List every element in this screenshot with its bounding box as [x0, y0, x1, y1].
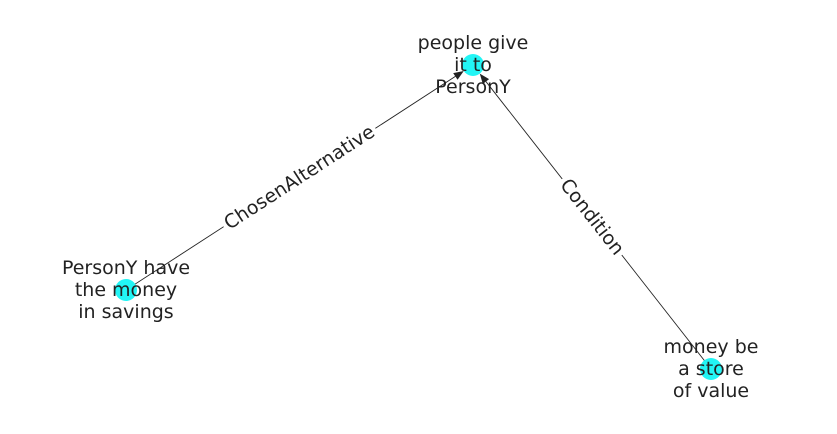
- node-label-line: a store: [678, 358, 744, 380]
- edges-layer: [125, 70, 712, 370]
- node-label-line: PersonY have: [62, 257, 190, 279]
- node-label-people_give: people give it to PersonY: [418, 32, 529, 98]
- node-label-line: in savings: [78, 301, 173, 323]
- node-label-line: PersonY: [435, 76, 511, 98]
- edge-label-text: Condition: [555, 175, 628, 260]
- node-label-line: people give: [418, 32, 529, 54]
- node-money_store: [700, 358, 722, 380]
- labels-layer: ChosenAlternative Condition people give it …: [62, 32, 759, 402]
- node-label-line: of value: [673, 380, 749, 402]
- node-label-persony_money: PersonY have the money in savings: [62, 257, 190, 323]
- edge-label-background: [552, 171, 632, 263]
- node-persony_money: [115, 279, 137, 301]
- arrowhead-money_store-to-people_give: [479, 73, 490, 85]
- edge-label-condition: Condition: [552, 171, 632, 263]
- node-label-line: money be: [664, 336, 759, 358]
- node-label-line: the money: [75, 279, 177, 301]
- edge-label-text: ChosenAlternative: [220, 121, 379, 235]
- node-label-money_store: money be a store of value: [664, 336, 759, 402]
- nodes-layer: [115, 54, 722, 380]
- node-people_give: [462, 54, 484, 76]
- node-label-line: it to: [454, 54, 492, 76]
- edge-label-chosenalternative: ChosenAlternative: [217, 118, 382, 237]
- edge-label-background: [217, 118, 382, 237]
- arrowhead-persony_money-to-people_give: [453, 70, 464, 80]
